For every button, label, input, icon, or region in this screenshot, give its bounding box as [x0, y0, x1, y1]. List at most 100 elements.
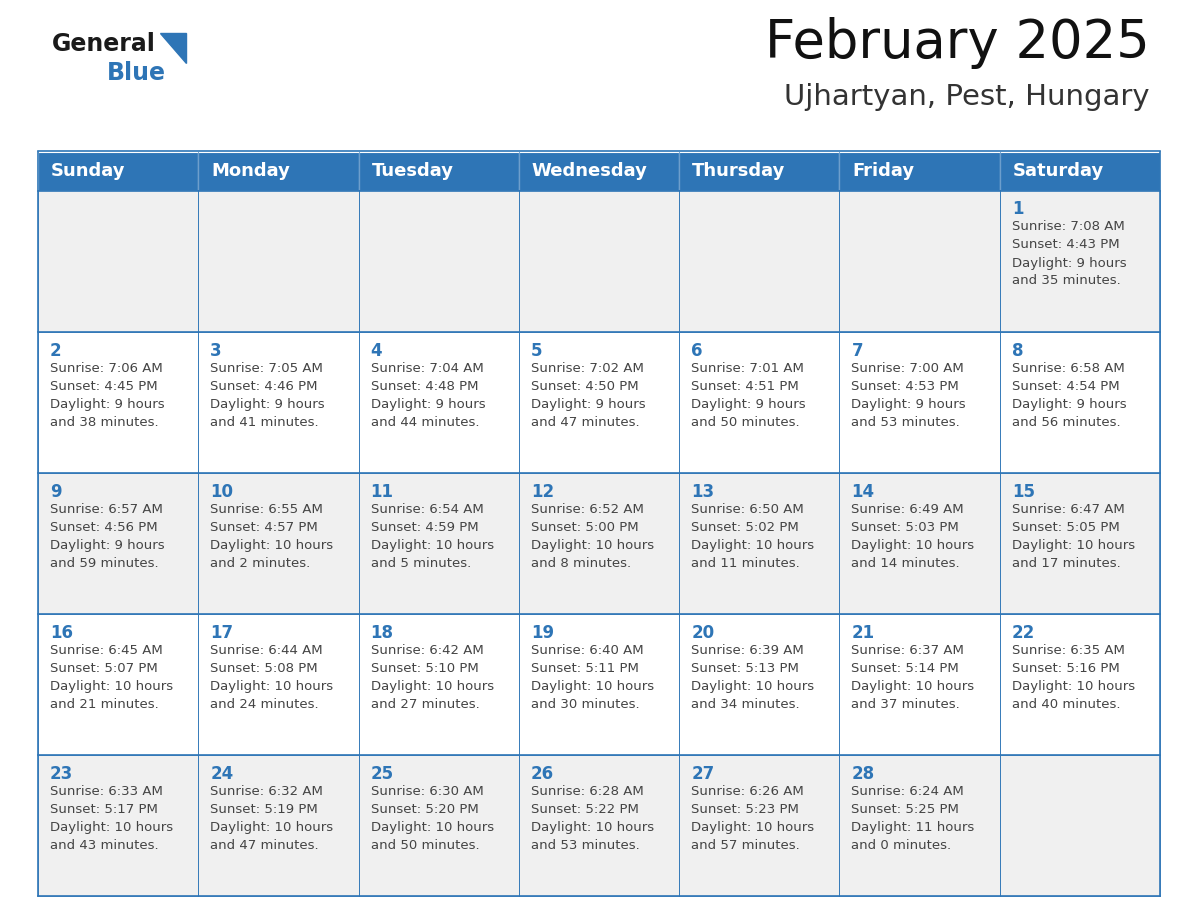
Text: Sunrise: 6:40 AM
Sunset: 5:11 PM
Daylight: 10 hours
and 30 minutes.: Sunrise: 6:40 AM Sunset: 5:11 PM Dayligh…: [531, 644, 653, 711]
Text: Sunrise: 6:47 AM
Sunset: 5:05 PM
Daylight: 10 hours
and 17 minutes.: Sunrise: 6:47 AM Sunset: 5:05 PM Dayligh…: [1012, 503, 1135, 570]
Text: Sunrise: 7:08 AM
Sunset: 4:43 PM
Daylight: 9 hours
and 35 minutes.: Sunrise: 7:08 AM Sunset: 4:43 PM Dayligh…: [1012, 220, 1126, 287]
Text: 21: 21: [852, 624, 874, 642]
Text: Sunrise: 7:05 AM
Sunset: 4:46 PM
Daylight: 9 hours
and 41 minutes.: Sunrise: 7:05 AM Sunset: 4:46 PM Dayligh…: [210, 362, 324, 429]
Text: 2: 2: [50, 341, 62, 360]
Bar: [1000, 614, 1159, 755]
Text: Sunrise: 6:33 AM
Sunset: 5:17 PM
Daylight: 10 hours
and 43 minutes.: Sunrise: 6:33 AM Sunset: 5:17 PM Dayligh…: [50, 785, 173, 852]
Text: Sunrise: 6:50 AM
Sunset: 5:02 PM
Daylight: 10 hours
and 11 minutes.: Sunrise: 6:50 AM Sunset: 5:02 PM Dayligh…: [691, 503, 814, 570]
Text: 13: 13: [691, 483, 714, 500]
Text: 27: 27: [691, 765, 714, 783]
Text: 19: 19: [531, 624, 554, 642]
Bar: [359, 191, 519, 331]
Text: 11: 11: [371, 483, 393, 500]
Bar: [38, 152, 198, 191]
Text: Saturday: Saturday: [1012, 162, 1104, 180]
Bar: [198, 152, 359, 191]
Text: Sunrise: 6:57 AM
Sunset: 4:56 PM
Daylight: 9 hours
and 59 minutes.: Sunrise: 6:57 AM Sunset: 4:56 PM Dayligh…: [50, 503, 165, 570]
Text: Tuesday: Tuesday: [372, 162, 454, 180]
Text: 17: 17: [210, 624, 233, 642]
Text: Ujhartyan, Pest, Hungary: Ujhartyan, Pest, Hungary: [784, 83, 1150, 111]
Bar: [680, 191, 840, 331]
Bar: [519, 191, 680, 331]
Bar: [840, 755, 1000, 896]
Bar: [680, 331, 840, 473]
Text: Sunrise: 6:37 AM
Sunset: 5:14 PM
Daylight: 10 hours
and 37 minutes.: Sunrise: 6:37 AM Sunset: 5:14 PM Dayligh…: [852, 644, 974, 711]
Bar: [1000, 152, 1159, 191]
Text: 10: 10: [210, 483, 233, 500]
Bar: [840, 152, 1000, 191]
Text: Sunrise: 6:45 AM
Sunset: 5:07 PM
Daylight: 10 hours
and 21 minutes.: Sunrise: 6:45 AM Sunset: 5:07 PM Dayligh…: [50, 644, 173, 711]
Bar: [359, 152, 519, 191]
Bar: [840, 191, 1000, 331]
Bar: [680, 152, 840, 191]
Text: 3: 3: [210, 341, 222, 360]
Text: Sunrise: 6:49 AM
Sunset: 5:03 PM
Daylight: 10 hours
and 14 minutes.: Sunrise: 6:49 AM Sunset: 5:03 PM Dayligh…: [852, 503, 974, 570]
Text: 4: 4: [371, 341, 383, 360]
Text: Sunrise: 7:06 AM
Sunset: 4:45 PM
Daylight: 9 hours
and 38 minutes.: Sunrise: 7:06 AM Sunset: 4:45 PM Dayligh…: [50, 362, 165, 429]
Bar: [840, 473, 1000, 614]
Bar: [519, 331, 680, 473]
Bar: [38, 331, 198, 473]
Bar: [38, 473, 198, 614]
Text: Wednesday: Wednesday: [532, 162, 647, 180]
Bar: [1000, 755, 1159, 896]
Text: Sunrise: 7:04 AM
Sunset: 4:48 PM
Daylight: 9 hours
and 44 minutes.: Sunrise: 7:04 AM Sunset: 4:48 PM Dayligh…: [371, 362, 485, 429]
Text: Sunrise: 7:00 AM
Sunset: 4:53 PM
Daylight: 9 hours
and 53 minutes.: Sunrise: 7:00 AM Sunset: 4:53 PM Dayligh…: [852, 362, 966, 429]
Text: Sunrise: 6:58 AM
Sunset: 4:54 PM
Daylight: 9 hours
and 56 minutes.: Sunrise: 6:58 AM Sunset: 4:54 PM Dayligh…: [1012, 362, 1126, 429]
Polygon shape: [160, 33, 187, 63]
Bar: [519, 614, 680, 755]
Bar: [38, 191, 198, 331]
Bar: [680, 755, 840, 896]
Text: Sunrise: 6:54 AM
Sunset: 4:59 PM
Daylight: 10 hours
and 5 minutes.: Sunrise: 6:54 AM Sunset: 4:59 PM Dayligh…: [371, 503, 494, 570]
Text: Sunday: Sunday: [51, 162, 126, 180]
Text: Sunrise: 6:39 AM
Sunset: 5:13 PM
Daylight: 10 hours
and 34 minutes.: Sunrise: 6:39 AM Sunset: 5:13 PM Dayligh…: [691, 644, 814, 711]
Text: 26: 26: [531, 765, 554, 783]
Text: 14: 14: [852, 483, 874, 500]
Text: 23: 23: [50, 765, 74, 783]
Bar: [359, 755, 519, 896]
Text: Sunrise: 6:44 AM
Sunset: 5:08 PM
Daylight: 10 hours
and 24 minutes.: Sunrise: 6:44 AM Sunset: 5:08 PM Dayligh…: [210, 644, 334, 711]
Bar: [519, 152, 680, 191]
Text: 1: 1: [1012, 200, 1023, 218]
Text: 20: 20: [691, 624, 714, 642]
Bar: [680, 614, 840, 755]
Text: Thursday: Thursday: [693, 162, 785, 180]
Text: 18: 18: [371, 624, 393, 642]
Bar: [359, 331, 519, 473]
Bar: [198, 614, 359, 755]
Bar: [198, 755, 359, 896]
Bar: [198, 331, 359, 473]
Text: 12: 12: [531, 483, 554, 500]
Text: 16: 16: [50, 624, 72, 642]
Bar: [359, 614, 519, 755]
Text: Friday: Friday: [853, 162, 915, 180]
Bar: [840, 614, 1000, 755]
Text: 15: 15: [1012, 483, 1035, 500]
Text: General: General: [52, 32, 156, 56]
Text: 7: 7: [852, 341, 862, 360]
Bar: [519, 755, 680, 896]
Text: Sunrise: 6:42 AM
Sunset: 5:10 PM
Daylight: 10 hours
and 27 minutes.: Sunrise: 6:42 AM Sunset: 5:10 PM Dayligh…: [371, 644, 494, 711]
Bar: [680, 473, 840, 614]
Bar: [38, 755, 198, 896]
Text: Sunrise: 7:01 AM
Sunset: 4:51 PM
Daylight: 9 hours
and 50 minutes.: Sunrise: 7:01 AM Sunset: 4:51 PM Dayligh…: [691, 362, 805, 429]
Text: Sunrise: 6:28 AM
Sunset: 5:22 PM
Daylight: 10 hours
and 53 minutes.: Sunrise: 6:28 AM Sunset: 5:22 PM Dayligh…: [531, 785, 653, 852]
Text: Sunrise: 6:55 AM
Sunset: 4:57 PM
Daylight: 10 hours
and 2 minutes.: Sunrise: 6:55 AM Sunset: 4:57 PM Dayligh…: [210, 503, 334, 570]
Text: 25: 25: [371, 765, 393, 783]
Text: 5: 5: [531, 341, 543, 360]
Text: 8: 8: [1012, 341, 1023, 360]
Bar: [1000, 331, 1159, 473]
Text: Monday: Monday: [211, 162, 290, 180]
Text: 24: 24: [210, 765, 234, 783]
Bar: [1000, 191, 1159, 331]
Bar: [38, 614, 198, 755]
Text: 28: 28: [852, 765, 874, 783]
Text: Sunrise: 6:32 AM
Sunset: 5:19 PM
Daylight: 10 hours
and 47 minutes.: Sunrise: 6:32 AM Sunset: 5:19 PM Dayligh…: [210, 785, 334, 852]
Bar: [519, 473, 680, 614]
Text: Sunrise: 6:52 AM
Sunset: 5:00 PM
Daylight: 10 hours
and 8 minutes.: Sunrise: 6:52 AM Sunset: 5:00 PM Dayligh…: [531, 503, 653, 570]
Bar: [840, 331, 1000, 473]
Text: Sunrise: 6:24 AM
Sunset: 5:25 PM
Daylight: 11 hours
and 0 minutes.: Sunrise: 6:24 AM Sunset: 5:25 PM Dayligh…: [852, 785, 974, 852]
Bar: [198, 473, 359, 614]
Text: 6: 6: [691, 341, 702, 360]
Text: February 2025: February 2025: [765, 17, 1150, 69]
